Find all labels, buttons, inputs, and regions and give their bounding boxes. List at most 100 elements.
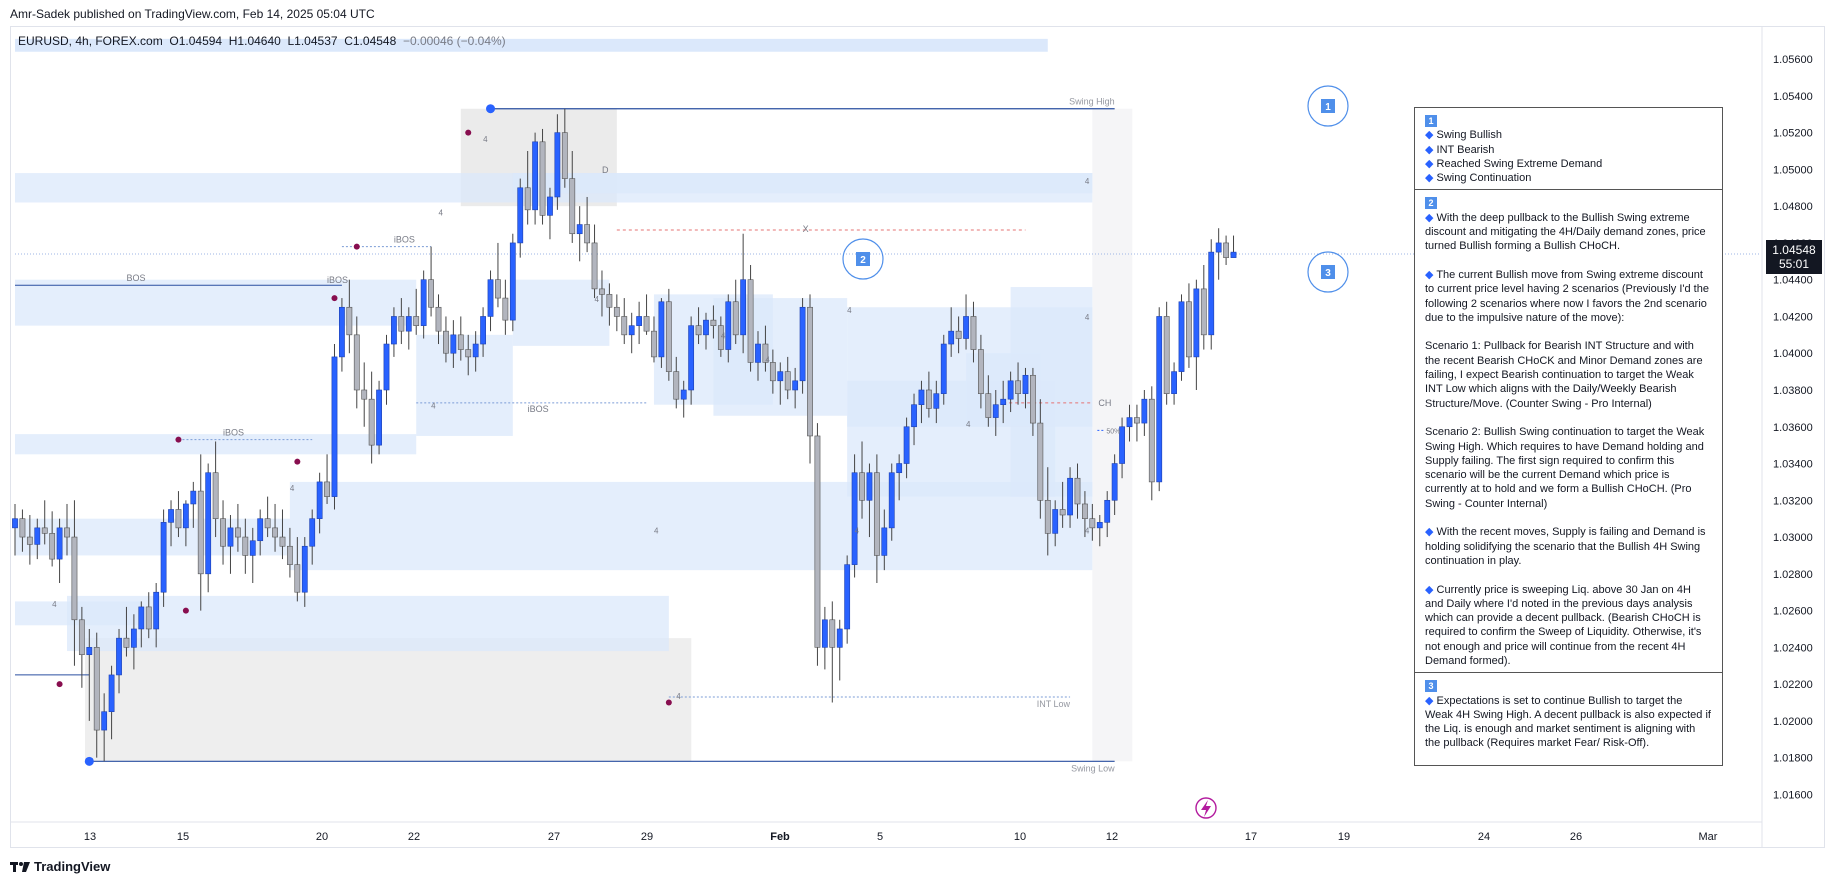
zone-count-label: 4 (431, 401, 436, 410)
candle-body (599, 288, 605, 295)
zone-count-label: 4 (1085, 526, 1090, 535)
candle-body (472, 343, 479, 358)
candle-body (769, 362, 776, 382)
price-tick: 1.03600 (1773, 422, 1813, 434)
published-by-text: Amr-Sadek published on TradingView.com, … (10, 7, 375, 21)
candle-body (101, 711, 108, 731)
notes-section-2: 2 ◆ With the deep pullback to the Bullis… (1415, 190, 1722, 674)
candle-body (405, 316, 412, 332)
candle-body (190, 490, 197, 505)
note-paragraph: ◆ Expectations is set to continue Bullis… (1425, 694, 1715, 750)
candle-body (992, 404, 999, 418)
candle-body (443, 330, 449, 354)
analysis-notes-box[interactable]: 1 ◆ Swing Bullish ◆ INT Bearish ◆ Reache… (1414, 107, 1723, 766)
candle-body (918, 389, 925, 405)
candle-body (710, 319, 717, 326)
zone-count-label: 4 (52, 600, 57, 609)
marker-3-badge (1321, 265, 1335, 279)
zones-layer (15, 38, 1133, 762)
candle-body (502, 297, 509, 321)
legend-band (15, 38, 1048, 52)
candle-body (1074, 477, 1081, 505)
price-tick: 1.04000 (1773, 348, 1813, 360)
candle-body (19, 518, 26, 538)
section-badge: 2 (1425, 197, 1437, 210)
candle-body (1089, 518, 1096, 529)
candle-body (740, 279, 747, 336)
candle-body (509, 242, 516, 321)
zone-count-label: 4 (847, 306, 852, 315)
candle-body (1215, 242, 1222, 253)
candle-body (160, 522, 167, 593)
last-price-tag: 1.04548 55:01 (1766, 240, 1822, 274)
candle-body (1037, 422, 1044, 501)
demand-zone (15, 518, 290, 556)
candle-body (1171, 371, 1177, 394)
zone-count-label: 4 (483, 135, 488, 144)
candle-body (1200, 288, 1207, 336)
candle-body (1178, 301, 1185, 372)
tradingview-footer[interactable]: TradingView (10, 859, 110, 874)
zone-count-label: 4 (1085, 313, 1090, 322)
note-paragraph: ◆ With the deep pullback to the Bullish … (1425, 211, 1709, 253)
candle-body (747, 279, 754, 363)
candle-body (539, 141, 546, 216)
candle-body (264, 518, 271, 529)
candle-body (71, 536, 78, 621)
price-tick: 1.04400 (1773, 275, 1813, 287)
candle-body (130, 628, 137, 648)
candle-body (651, 330, 657, 358)
candle-body (777, 371, 784, 382)
candle-body (249, 540, 256, 556)
price-tick: 1.01600 (1773, 789, 1813, 801)
candle-body (1163, 316, 1170, 394)
note-line: ◆ Swing Bullish (1425, 129, 1502, 142)
candle-body (1059, 509, 1066, 516)
candle-body (1044, 499, 1051, 534)
ibos-label: iBOS (528, 404, 549, 414)
price-tick: 1.05400 (1773, 91, 1813, 103)
zone-count-label: 4 (439, 208, 444, 217)
swing-low-label: Swing Low (1071, 763, 1115, 773)
candle-body (1186, 301, 1192, 358)
candle-body (970, 316, 977, 350)
candle-body (896, 463, 903, 474)
change-value: −0.00046 (−0.04%) (402, 34, 506, 48)
candle-body (851, 472, 858, 565)
candle-body (368, 398, 375, 446)
candle-body (873, 472, 880, 556)
price-tick: 1.04200 (1773, 311, 1813, 323)
candle-body (1015, 380, 1021, 394)
candle-body (576, 224, 583, 235)
d-label: D (602, 165, 609, 175)
candle-body (272, 527, 278, 538)
candle-body (606, 294, 613, 308)
symbol-label[interactable]: EURUSD, 4h, FOREX.com (18, 34, 163, 48)
candle-body (665, 301, 672, 372)
candle-body (153, 591, 160, 630)
axes-layer (10, 26, 1763, 848)
lightning-icon (1195, 797, 1217, 819)
candle-body (257, 518, 264, 542)
candle-body (487, 279, 494, 317)
candle-body (814, 435, 821, 648)
pivot-marker (665, 699, 672, 706)
swing-high-label: Swing High (1069, 97, 1115, 107)
candle-body (821, 619, 828, 648)
candle-body (1126, 417, 1133, 428)
lightning-icon-bolt (1201, 800, 1211, 817)
candle-body (1230, 251, 1237, 258)
candle-body (955, 330, 962, 339)
marker-1-number: 1 (1325, 102, 1331, 113)
zone-count-label: 4 (595, 295, 600, 304)
candle-body (34, 527, 41, 545)
note-line: ◆ Swing Continuation (1425, 172, 1532, 185)
open-value: O1.04594 (169, 34, 223, 48)
candle-body (309, 518, 316, 547)
time-tick: 17 (1245, 831, 1257, 843)
candle-body (925, 389, 932, 409)
marker-2-number: 2 (860, 255, 866, 266)
premium-discount-zone (1092, 108, 1133, 762)
candle-body (1134, 417, 1140, 424)
